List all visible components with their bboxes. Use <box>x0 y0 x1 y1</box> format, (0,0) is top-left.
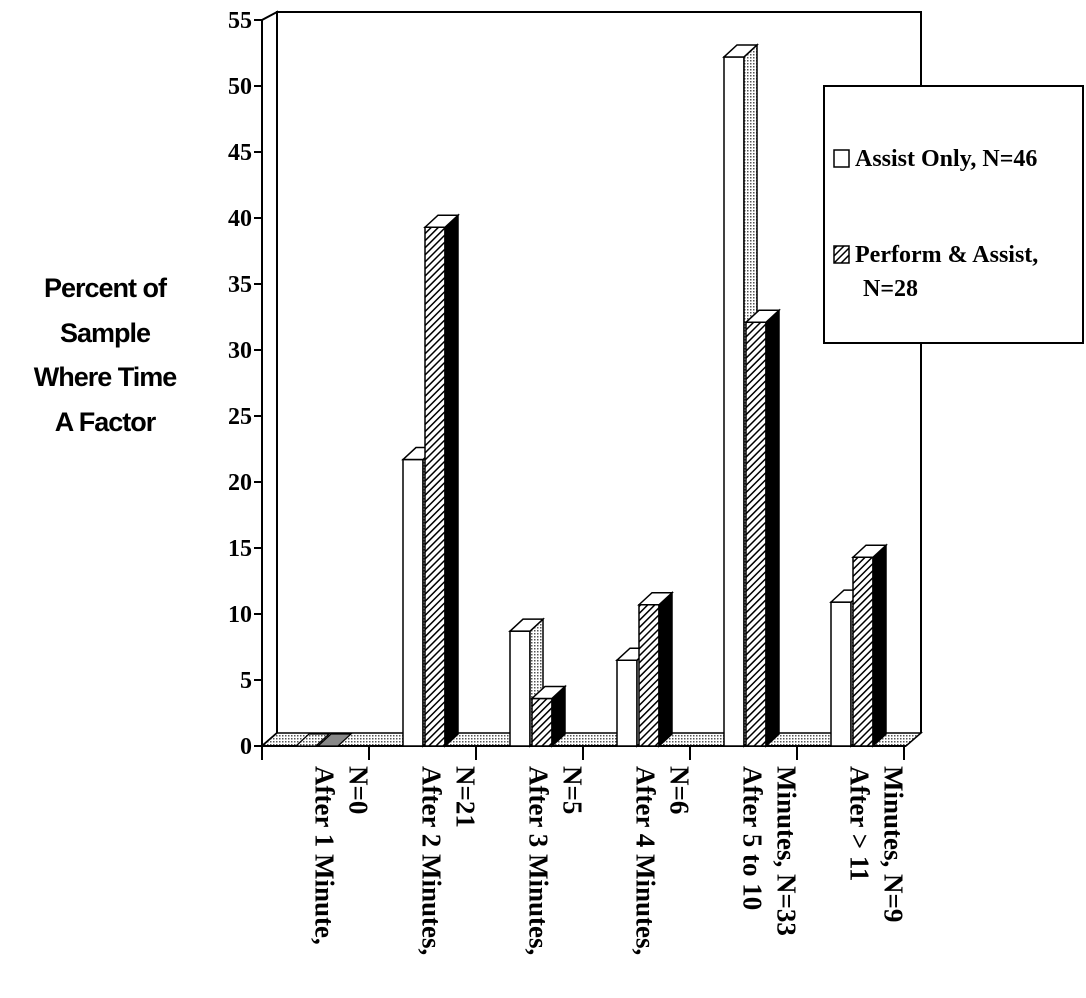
category-labels: After 1 Minute, N=0 After 2 Minutes, N=21 Af… <box>310 766 909 955</box>
bar-front <box>402 458 424 747</box>
legend-label: N=28 <box>863 276 918 302</box>
legend-swatch-perform-assist <box>833 245 850 264</box>
x-category-label: After 1 Minute, N=0 <box>310 766 374 945</box>
bar-top <box>423 214 460 228</box>
x-category-label-line: After 3 Minutes, <box>524 766 554 955</box>
bar-front <box>509 630 531 747</box>
legend: Assist Only, N=46 Perform & Assist, N=28 <box>823 85 1084 344</box>
bar-front <box>745 321 767 747</box>
bar-front <box>531 697 553 747</box>
x-category-label-line: After 5 to 10 <box>738 766 768 910</box>
back-wall <box>276 11 922 733</box>
bar-front <box>852 556 874 747</box>
bar-side <box>658 591 673 748</box>
bars <box>294 43 888 748</box>
bar-front <box>638 604 660 747</box>
bar-side <box>872 543 887 748</box>
floor <box>259 732 924 747</box>
bar-front <box>723 56 745 747</box>
legend-label: Perform & Assist, <box>855 242 1038 268</box>
x-category-label-line: N=6 <box>665 766 695 814</box>
bar-zero <box>294 733 331 747</box>
bar-top <box>508 618 545 632</box>
y-tick-label: 50 <box>228 74 252 100</box>
y-axis-title-line: Sample <box>60 318 151 348</box>
bar-side <box>765 308 780 748</box>
perform-assist-bar <box>637 591 674 748</box>
x-category-label-line: N=0 <box>344 766 374 814</box>
bar-top <box>530 685 567 700</box>
y-axis-title-line: A Factor <box>55 407 157 437</box>
bar-top <box>637 592 674 606</box>
y-axis-title: Percent of Sample Where Time A Factor <box>34 273 179 437</box>
x-category-label-line: After 1 Minute, <box>310 766 340 945</box>
perform-assist-bar <box>744 308 781 748</box>
bar-front <box>830 601 852 747</box>
plot-frame <box>259 10 924 749</box>
assist-only-bar <box>294 733 331 747</box>
y-tick-label: 35 <box>228 272 252 298</box>
y-tick-label: 45 <box>228 140 252 166</box>
x-category-label-line: After 4 Minutes, <box>631 766 661 955</box>
y-tick-label: 55 <box>228 8 252 34</box>
bar-side <box>444 213 459 748</box>
bar-top <box>851 544 888 558</box>
y-axis: 0 5 10 15 20 25 30 35 40 45 50 55 <box>228 8 263 760</box>
y-tick-label: 30 <box>228 338 252 364</box>
y-tick-label: 15 <box>228 536 252 562</box>
x-category-label: After 4 Minutes, N=6 <box>631 766 695 955</box>
perform-assist-bar <box>530 684 567 748</box>
legend-label: Assist Only, N=46 <box>855 146 1037 172</box>
x-category-label-line: Minutes, N=9 <box>879 766 909 922</box>
x-category-label-line: After > 11 <box>845 766 875 881</box>
y-tick-label: 20 <box>228 470 252 496</box>
y-tick-label: 0 <box>240 734 252 760</box>
x-category-label: After 3 Minutes, N=5 <box>524 766 588 955</box>
legend-box <box>823 85 1084 344</box>
y-tick-label: 5 <box>240 668 252 694</box>
perform-assist-bar <box>423 213 460 748</box>
x-category-label: After 2 Minutes, N=21 <box>417 766 481 955</box>
x-category-label-line: N=21 <box>451 766 481 828</box>
y-tick-label: 40 <box>228 206 252 232</box>
perform-assist-bar <box>316 733 353 747</box>
bar-zero <box>316 733 353 747</box>
bar-front <box>424 226 446 747</box>
bar-top <box>722 44 759 58</box>
x-category-label-line: Minutes, N=33 <box>772 766 802 936</box>
x-axis <box>261 745 906 760</box>
x-category-label: After 5 to 10 Minutes, N=33 <box>738 766 802 936</box>
x-category-label-line: N=5 <box>558 766 588 814</box>
bar-front <box>616 659 638 747</box>
side-wall <box>261 10 278 749</box>
x-category-label: After > 11 Minutes, N=9 <box>845 766 909 922</box>
legend-swatch-assist-only <box>833 149 850 168</box>
y-axis-title-line: Where Time <box>34 362 178 392</box>
bar-top <box>744 309 781 324</box>
y-tick-label: 25 <box>228 404 252 430</box>
perform-assist-bar <box>851 543 888 748</box>
y-axis-title-line: Percent of <box>44 273 168 303</box>
y-tick-label: 10 <box>228 602 252 628</box>
x-category-label-line: After 2 Minutes, <box>417 766 447 955</box>
